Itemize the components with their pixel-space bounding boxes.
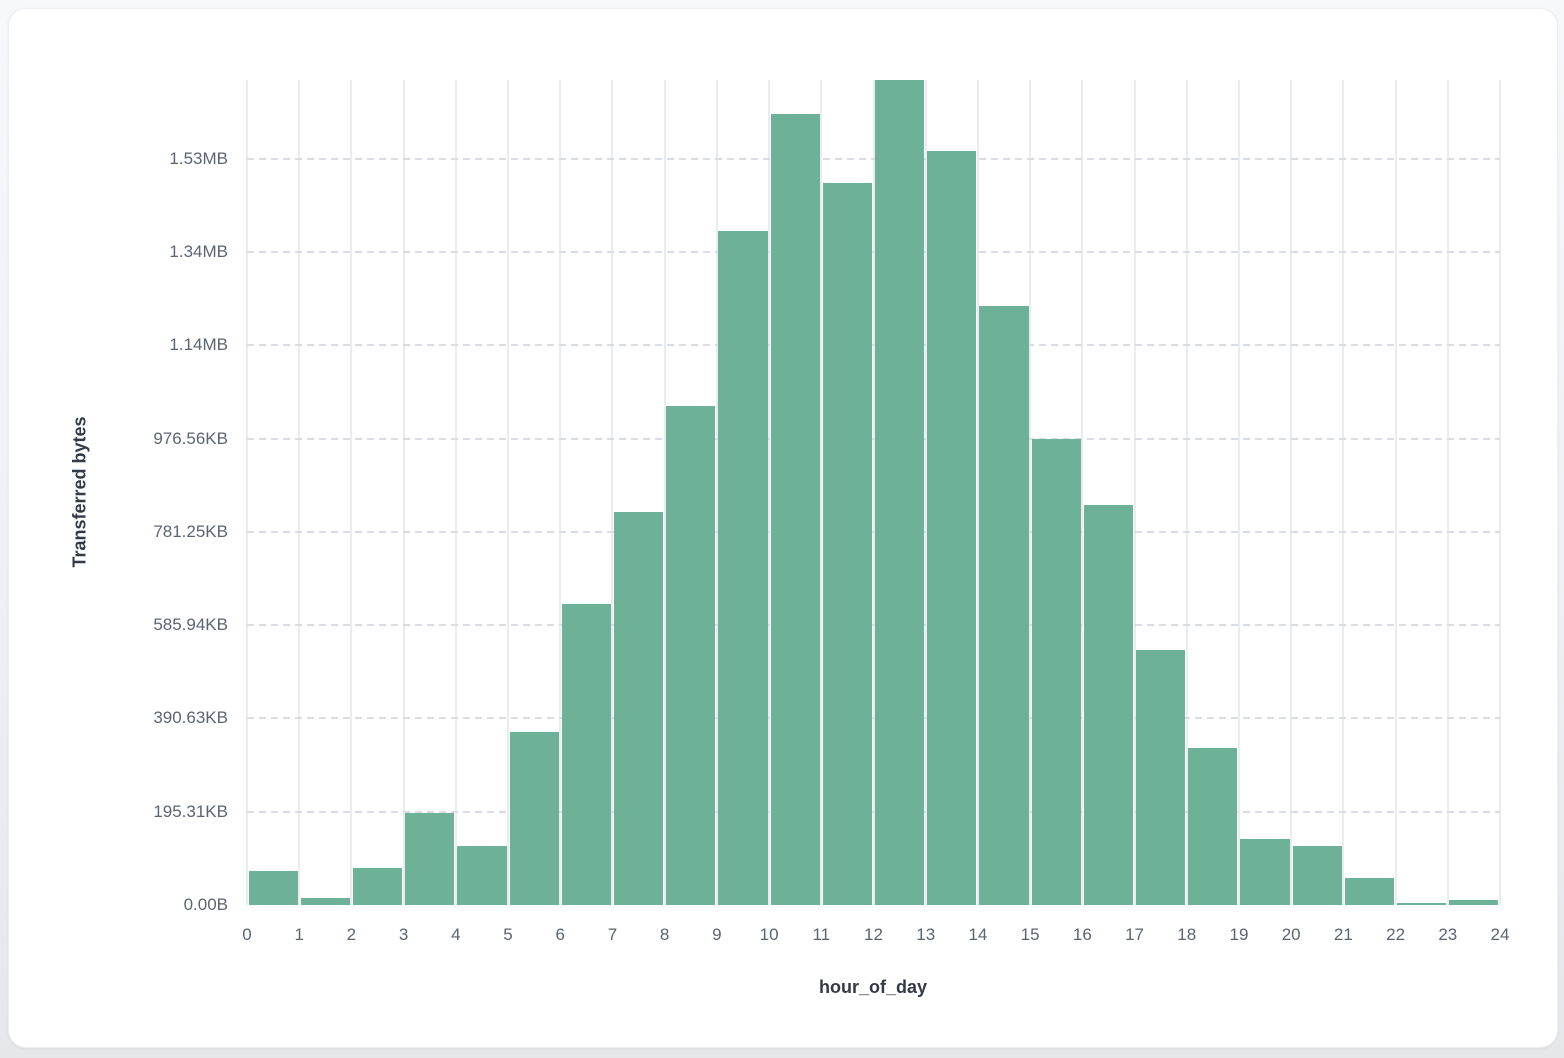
x-tick-label: 14 <box>968 925 988 944</box>
y-tick-label: 976.56KB <box>153 428 228 448</box>
vertical-gridline <box>820 80 823 905</box>
histogram-bar[interactable] <box>1240 839 1290 905</box>
x-tick-label: 5 <box>503 925 513 944</box>
histogram-bar[interactable] <box>1397 903 1447 905</box>
histogram-bar[interactable] <box>718 231 768 905</box>
vertical-gridline <box>246 80 248 905</box>
y-tick-label: 1.53MB <box>169 148 228 168</box>
x-tick-label: 17 <box>1125 925 1144 944</box>
vertical-gridline <box>1394 80 1397 905</box>
histogram-bar[interactable] <box>1136 649 1186 905</box>
vertical-gridline <box>1290 80 1293 905</box>
horizontal-dashed-gridline <box>247 810 1500 813</box>
x-tick-label: 1 <box>294 925 304 944</box>
histogram-bar[interactable] <box>613 512 664 905</box>
x-tick-label: 7 <box>607 925 618 944</box>
y-tick-label: 1.34MB <box>169 241 228 261</box>
x-tick-label: 13 <box>916 925 936 944</box>
horizontal-dashed-gridline <box>247 624 1500 627</box>
histogram-bar[interactable] <box>979 305 1029 905</box>
y-tick-label: 195.31KB <box>153 801 228 821</box>
vertical-gridline <box>872 80 875 905</box>
vertical-gridline <box>663 80 666 905</box>
chart-card: 0.00B 195.31KB 390.63KB 585.94KB 781.25KB 976… <box>8 8 1558 1048</box>
histogram-bar[interactable] <box>405 813 455 905</box>
histogram-bar[interactable] <box>561 604 611 905</box>
histogram-bar[interactable] <box>927 151 977 905</box>
histogram-bar[interactable] <box>1083 504 1134 905</box>
x-tick-label: 11 <box>812 925 831 944</box>
vertical-gridline <box>1081 80 1084 905</box>
vertical-gridline <box>1342 80 1345 905</box>
y-axis-title-text: Transferred bytes <box>69 416 90 568</box>
vertical-gridline <box>1499 80 1501 905</box>
histogram-bar[interactable] <box>1031 439 1081 905</box>
vertical-gridline <box>454 80 457 905</box>
histogram-bar[interactable] <box>822 183 872 905</box>
vertical-gridline <box>402 80 405 905</box>
vertical-gridline <box>298 80 301 905</box>
vertical-gridline <box>350 80 353 905</box>
x-tick-label: 0 <box>242 925 252 944</box>
vertical-gridline <box>611 80 614 905</box>
horizontal-dashed-gridline <box>247 344 1500 347</box>
x-tick-label: 12 <box>864 925 883 944</box>
x-tick-label: 15 <box>1020 925 1040 944</box>
horizontal-dashed-gridline <box>247 157 1500 160</box>
x-tick-label: 21 <box>1333 925 1353 944</box>
histogram-bar[interactable] <box>1449 900 1499 905</box>
vertical-gridline <box>507 80 510 905</box>
x-tick-label: 4 <box>451 925 461 944</box>
histogram-bar[interactable] <box>300 898 350 905</box>
vertical-gridline <box>559 80 562 905</box>
histogram-bar[interactable] <box>1344 878 1395 905</box>
vertical-gridline <box>1237 80 1240 905</box>
y-tick-label: 585.94KB <box>153 615 228 635</box>
histogram-bar[interactable] <box>352 868 403 905</box>
x-tick-label: 8 <box>659 925 670 944</box>
histogram-bar[interactable] <box>1188 747 1238 905</box>
x-axis-title: hour_of_day <box>818 977 928 997</box>
vertical-gridline <box>924 80 927 905</box>
histogram-bar[interactable] <box>1292 846 1342 905</box>
vertical-gridline <box>1446 80 1449 905</box>
y-tick-label: 390.63KB <box>153 708 228 728</box>
x-tick-label: 20 <box>1281 925 1301 944</box>
vertical-gridline <box>1029 80 1032 905</box>
x-tick-label: 19 <box>1229 925 1249 944</box>
y-tick-label: 781.25KB <box>153 521 228 541</box>
x-tick-label: 24 <box>1490 925 1510 944</box>
x-tick-label: 2 <box>346 925 357 944</box>
x-tick-label: 3 <box>398 925 409 944</box>
histogram-bar[interactable] <box>666 406 716 905</box>
x-tick-label: 18 <box>1177 925 1197 944</box>
x-tick-label: 22 <box>1386 925 1406 944</box>
vertical-gridline <box>715 80 718 905</box>
y-tick-label: 1.14MB <box>169 335 228 355</box>
histogram-bar[interactable] <box>457 846 507 905</box>
vertical-gridline <box>1133 80 1136 905</box>
histogram-bar[interactable] <box>875 80 925 905</box>
horizontal-dashed-gridline <box>247 717 1500 720</box>
horizontal-dashed-gridline <box>247 530 1500 533</box>
vertical-gridline <box>768 80 771 905</box>
x-tick-label: 10 <box>759 925 779 944</box>
x-tick-label: 9 <box>712 925 722 944</box>
histogram-bar[interactable] <box>509 731 559 905</box>
histogram-bar[interactable] <box>248 871 298 905</box>
horizontal-dashed-gridline <box>247 250 1500 253</box>
y-tick-label: 0.00B <box>183 895 228 914</box>
histogram-bar[interactable] <box>770 114 820 905</box>
vertical-gridline <box>1185 80 1188 905</box>
x-tick-label: 16 <box>1072 925 1092 944</box>
chart-plot-area <box>246 80 1501 905</box>
x-tick-label: 23 <box>1438 925 1458 944</box>
vertical-gridline <box>976 80 979 905</box>
horizontal-dashed-gridline <box>247 437 1500 440</box>
x-tick-label: 6 <box>555 925 565 944</box>
